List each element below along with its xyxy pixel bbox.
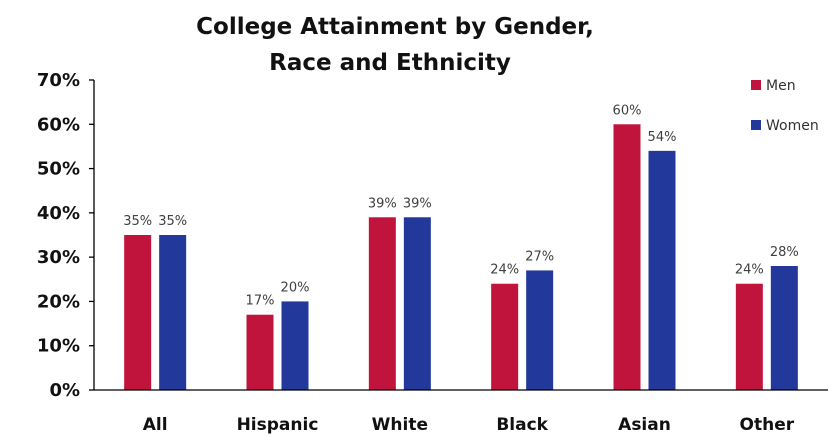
x-tick-label: Other — [740, 415, 795, 435]
x-axis: All Hispanic White Black Asian Other — [94, 389, 828, 435]
y-tick-label: 0% — [49, 380, 80, 401]
bar-men-hispanic — [246, 314, 274, 390]
bar-women-black — [526, 270, 554, 390]
data-label-men-black: 24% — [490, 263, 519, 278]
chart-title-line-2: Race and Ethnicity — [269, 50, 511, 76]
x-tick-label: Asian — [618, 415, 671, 435]
bar-men-asian — [613, 124, 641, 391]
data-label-men-other: 24% — [735, 263, 764, 278]
y-tick-label: 50% — [37, 159, 80, 180]
bar-women-asian — [648, 150, 676, 390]
chart-title-line-1: College Attainment by Gender, — [196, 14, 594, 40]
bar-men-other — [735, 283, 763, 390]
legend-swatch-men — [751, 80, 761, 90]
legend-swatch-women — [751, 120, 761, 130]
data-label-men-white: 39% — [368, 196, 397, 211]
y-tick-label: 60% — [37, 114, 80, 135]
bars — [124, 124, 798, 391]
data-label-women-white: 39% — [403, 196, 432, 211]
bar-men-white — [368, 217, 396, 390]
y-tick-label: 30% — [37, 247, 80, 268]
data-label-women-black: 27% — [525, 249, 554, 264]
data-label-women-asian: 54% — [648, 130, 677, 145]
y-axis: 0% 10% 20% 30% 40% 50% 60% 70% — [37, 70, 95, 401]
legend-label-men: Men — [766, 78, 796, 94]
bar-men-black — [491, 283, 519, 390]
data-label-men-asian: 60% — [613, 103, 642, 118]
data-label-women-other: 28% — [770, 245, 799, 260]
y-tick-label: 10% — [37, 336, 80, 357]
bar-women-other — [770, 266, 798, 390]
y-tick-label: 70% — [37, 70, 80, 91]
x-tick-label: All — [143, 415, 168, 435]
legend: Men Women — [751, 78, 819, 134]
legend-label-women: Women — [766, 118, 819, 134]
data-label-men-all: 35% — [123, 214, 152, 229]
y-tick-label: 40% — [37, 203, 80, 224]
x-tick-label: Black — [496, 415, 548, 435]
x-tick-label: Hispanic — [237, 415, 319, 435]
bar-women-hispanic — [281, 301, 309, 390]
data-label-women-all: 35% — [158, 214, 187, 229]
x-tick-label: White — [372, 415, 428, 435]
bar-men-all — [124, 235, 152, 390]
data-label-men-hispanic: 17% — [246, 294, 275, 309]
data-labels: 35% 35% 17% 20% 39% 39% 24% 27% 60% 54% 24% 28% — [123, 103, 799, 308]
bar-women-white — [403, 217, 431, 390]
bar-women-all — [159, 235, 187, 390]
data-label-women-hispanic: 20% — [281, 280, 310, 295]
y-tick-label: 20% — [37, 291, 80, 312]
